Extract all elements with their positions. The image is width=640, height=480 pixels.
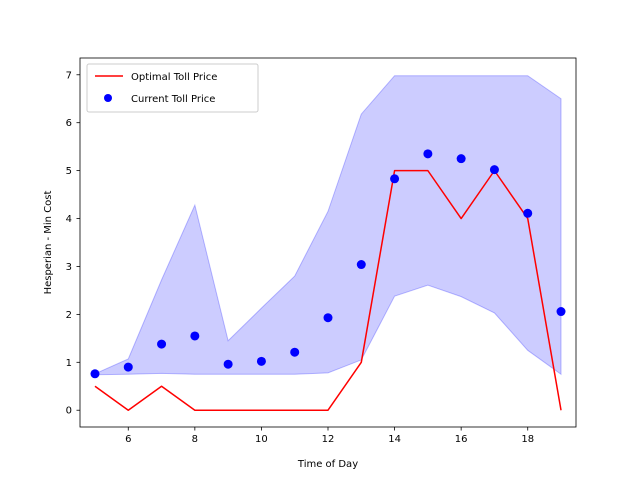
y-axis-label: Hesperian - Min Cost [43, 190, 54, 294]
y-tick-label: 6 [66, 118, 72, 129]
x-tick-label: 6 [125, 434, 131, 445]
x-tick-label: 10 [255, 434, 268, 445]
data-point-current-toll-price [190, 331, 200, 341]
x-tick-label: 16 [455, 434, 468, 445]
y-tick-label: 0 [66, 406, 72, 417]
data-point-current-toll-price [390, 174, 400, 184]
legend-label-optimal: Optimal Toll Price [131, 72, 217, 83]
y-tick-label: 3 [66, 262, 72, 273]
legend-marker-swatch [104, 94, 112, 102]
y-tick-label: 4 [66, 214, 72, 225]
series-line-optimal-toll-price [94, 169, 562, 411]
data-point-current-toll-price [423, 149, 433, 159]
y-tick-label: 1 [66, 358, 72, 369]
x-tick-label: 12 [322, 434, 335, 445]
data-point-current-toll-price [356, 260, 366, 270]
data-point-current-toll-price [223, 359, 233, 369]
data-point-current-toll-price [323, 313, 333, 323]
data-point-current-toll-price [523, 208, 533, 218]
plot-area [90, 75, 566, 411]
data-point-current-toll-price [556, 307, 566, 317]
y-tick-label: 5 [66, 166, 72, 177]
x-tick-label: 18 [521, 434, 534, 445]
y-tick-label: 2 [66, 310, 72, 321]
x-tick-label: 8 [192, 434, 198, 445]
data-point-current-toll-price [456, 154, 466, 164]
legend-box [86, 63, 259, 113]
data-point-current-toll-price [256, 356, 266, 366]
legend: Optimal Toll Price Current Toll Price [86, 63, 259, 113]
data-point-current-toll-price [489, 165, 499, 175]
y-tick-label: 7 [66, 70, 72, 81]
data-point-current-toll-price [123, 362, 133, 372]
confidence-band [94, 75, 562, 376]
legend-label-current: Current Toll Price [131, 94, 215, 105]
x-tick-label: 14 [388, 434, 401, 445]
x-axis-label: Time of Day [297, 459, 358, 470]
data-point-current-toll-price [290, 347, 300, 357]
data-point-current-toll-price [90, 369, 100, 379]
data-point-current-toll-price [157, 339, 167, 349]
